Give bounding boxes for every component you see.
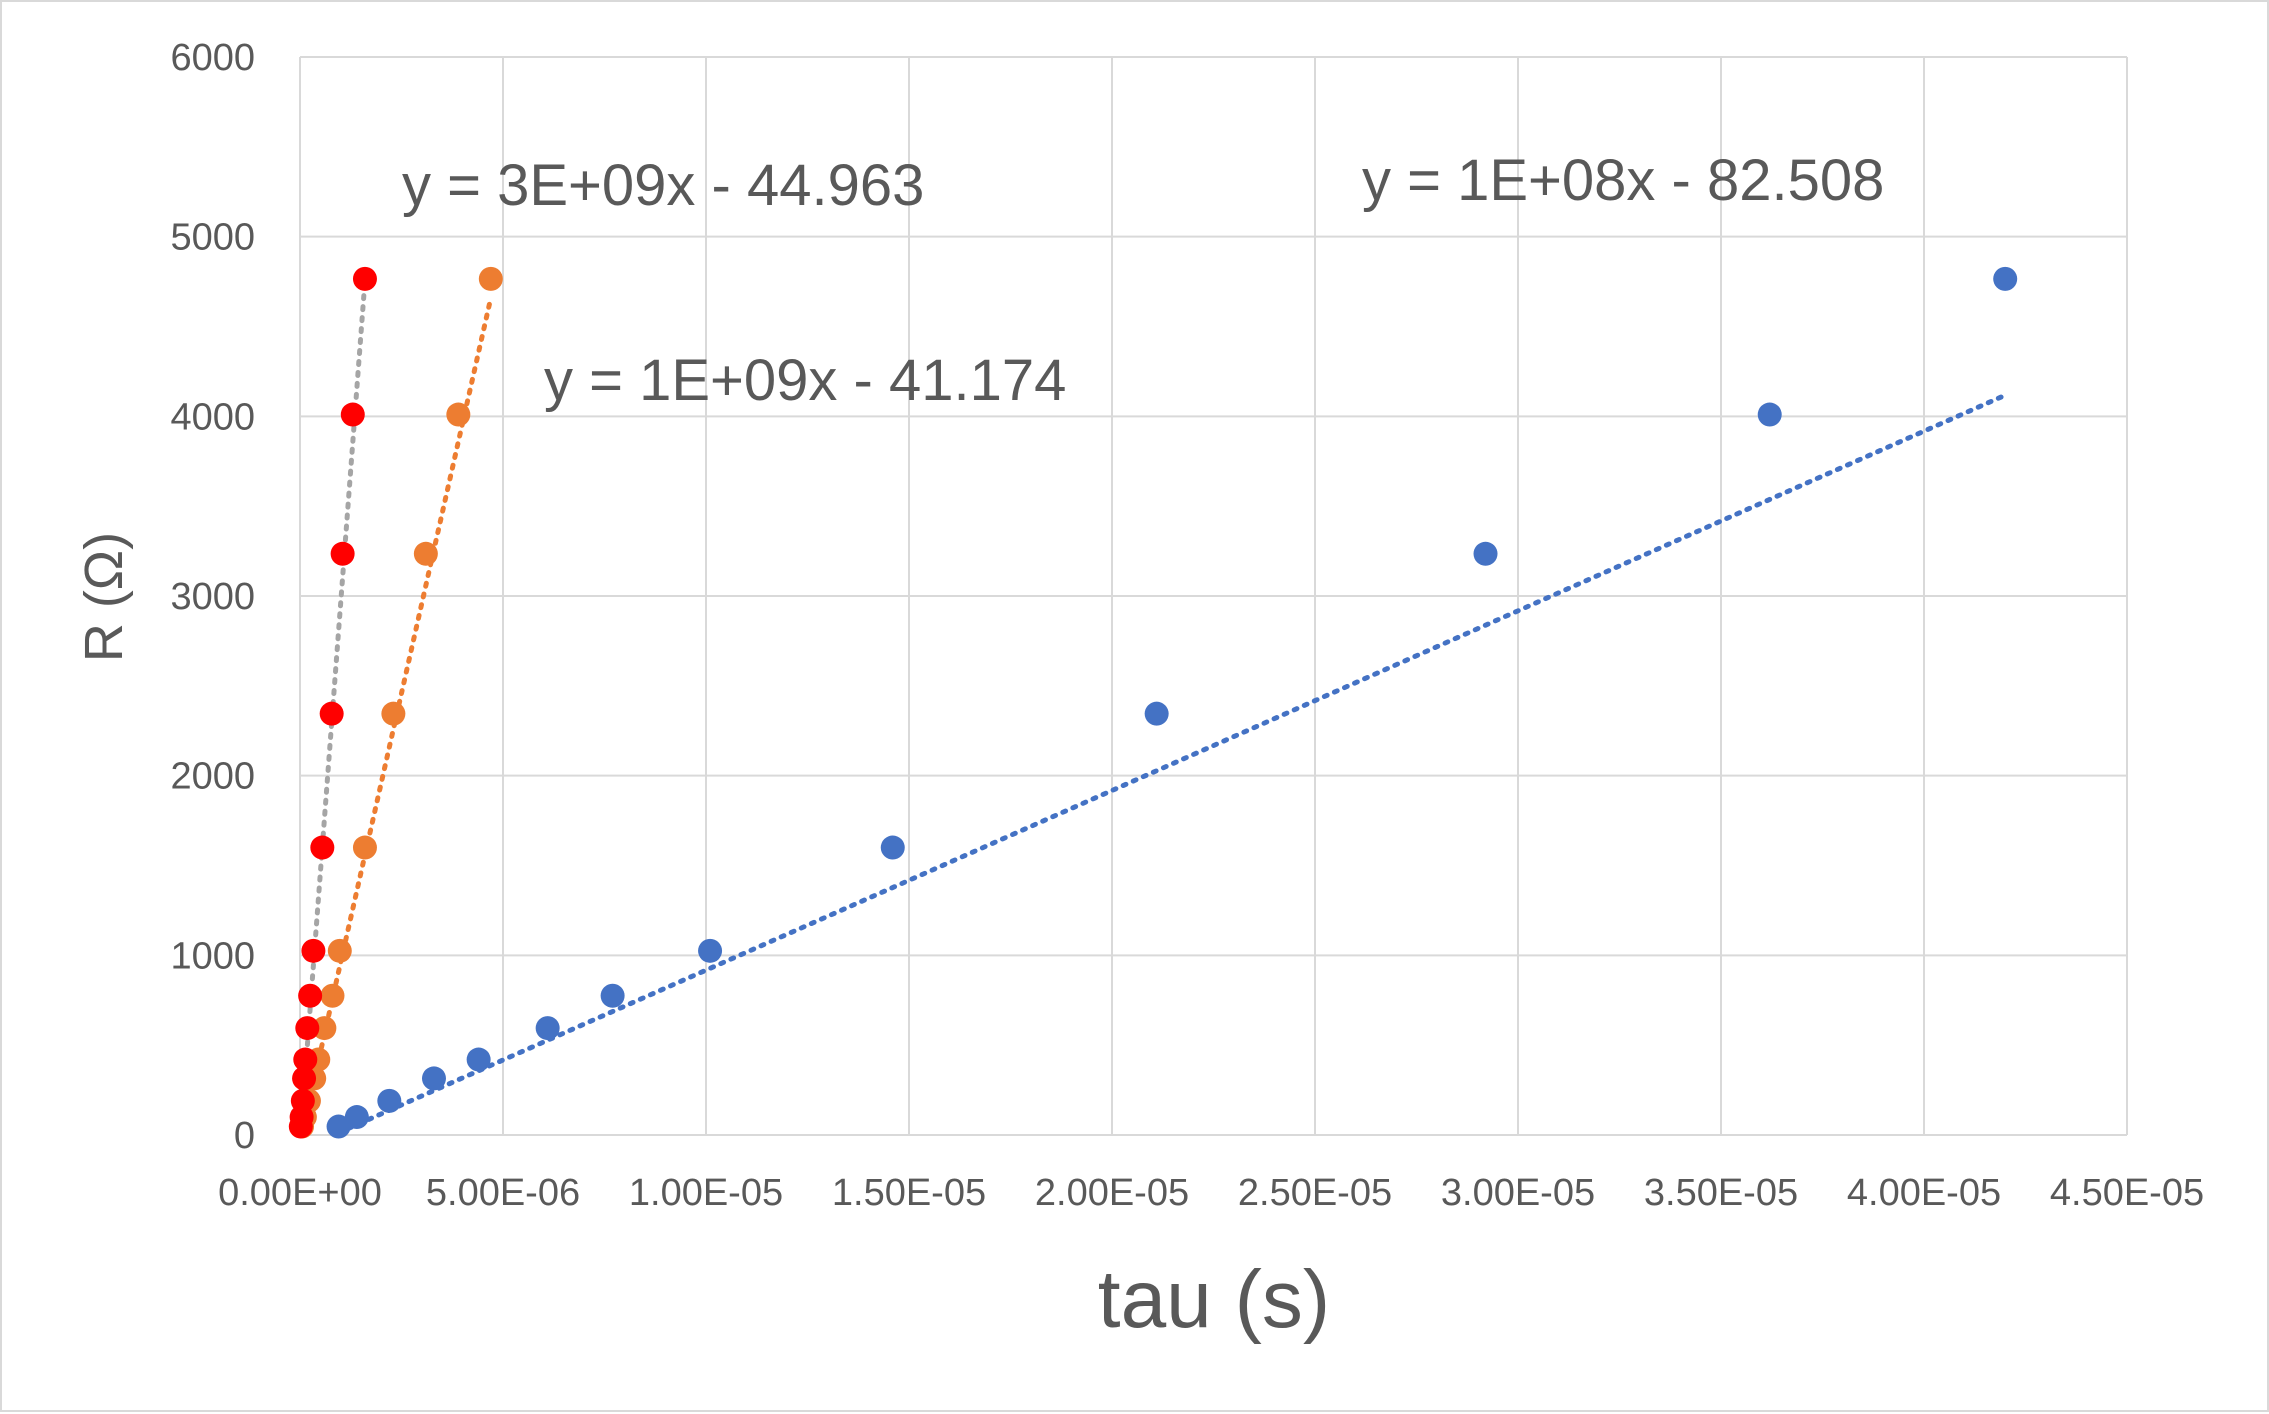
x-tick-label: 1.00E-05 bbox=[629, 1172, 783, 1214]
x-tick-label: 3.00E-05 bbox=[1441, 1172, 1595, 1214]
data-point-series-0 bbox=[535, 1016, 560, 1041]
equation-label-blue: y = 1E+08x - 82.508 bbox=[1362, 148, 1884, 213]
data-point-series-0 bbox=[880, 835, 905, 860]
equation-label-red: y = 3E+09x - 44.963 bbox=[402, 153, 924, 218]
x-tick-label: 0.00E+00 bbox=[218, 1172, 382, 1214]
data-point-series-1 bbox=[312, 1016, 337, 1041]
y-tick-label: 1000 bbox=[170, 935, 255, 977]
y-tick-label: 0 bbox=[234, 1115, 255, 1157]
data-point-series-2 bbox=[310, 835, 335, 860]
data-point-series-0 bbox=[1473, 541, 1498, 566]
data-points bbox=[288, 266, 2018, 1139]
data-point-series-2 bbox=[292, 1066, 317, 1091]
data-point-series-0 bbox=[698, 938, 723, 963]
data-point-series-0 bbox=[1757, 402, 1782, 427]
data-point-series-0 bbox=[377, 1088, 402, 1113]
data-point-series-2 bbox=[298, 983, 323, 1008]
x-axis-title: tau (s) bbox=[1098, 1254, 1330, 1345]
y-tick-labels: 0 1000 2000 3000 4000 5000 6000 bbox=[170, 37, 255, 1157]
data-point-series-1 bbox=[446, 402, 471, 427]
data-point-series-1 bbox=[320, 983, 345, 1008]
data-point-series-1 bbox=[478, 266, 503, 291]
data-point-series-0 bbox=[344, 1105, 369, 1130]
data-point-series-0 bbox=[421, 1066, 446, 1091]
data-point-series-2 bbox=[290, 1088, 315, 1113]
y-tick-label: 3000 bbox=[170, 576, 255, 618]
equation-label-orange: y = 1E+09x - 41.174 bbox=[544, 348, 1066, 413]
data-point-series-0 bbox=[326, 1114, 351, 1139]
y-tick-label: 5000 bbox=[170, 217, 255, 259]
data-point-series-2 bbox=[319, 701, 344, 726]
data-point-series-2 bbox=[352, 266, 377, 291]
data-point-series-2 bbox=[330, 541, 355, 566]
x-tick-label: 3.50E-05 bbox=[1644, 1172, 1798, 1214]
y-tick-label: 4000 bbox=[170, 396, 255, 438]
data-point-series-0 bbox=[600, 983, 625, 1008]
y-tick-label: 2000 bbox=[170, 756, 255, 798]
data-point-series-2 bbox=[295, 1016, 320, 1041]
x-tick-labels: 0.00E+00 5.00E-06 1.00E-05 1.50E-05 2.00E-05… bbox=[218, 1172, 2204, 1214]
x-tick-label: 2.00E-05 bbox=[1035, 1172, 1189, 1214]
y-tick-label: 6000 bbox=[170, 37, 255, 79]
data-point-series-0 bbox=[466, 1047, 491, 1072]
trendline-series-0 bbox=[336, 392, 2008, 1136]
data-point-series-1 bbox=[327, 938, 352, 963]
gridlines bbox=[299, 56, 2128, 1136]
data-point-series-2 bbox=[340, 402, 365, 427]
x-tick-label: 4.00E-05 bbox=[1847, 1172, 2001, 1214]
x-tick-label: 4.50E-05 bbox=[2050, 1172, 2204, 1214]
x-tick-label: 1.50E-05 bbox=[832, 1172, 986, 1214]
x-tick-label: 2.50E-05 bbox=[1238, 1172, 1392, 1214]
data-point-series-1 bbox=[352, 835, 377, 860]
data-point-series-0 bbox=[1993, 266, 2018, 291]
data-point-series-1 bbox=[381, 701, 406, 726]
data-point-series-1 bbox=[413, 541, 438, 566]
data-point-series-0 bbox=[1144, 701, 1169, 726]
data-point-series-2 bbox=[293, 1047, 318, 1072]
x-tick-label: 5.00E-06 bbox=[426, 1172, 580, 1214]
data-point-series-2 bbox=[301, 938, 326, 963]
y-axis-title: R (Ω) bbox=[74, 532, 134, 662]
